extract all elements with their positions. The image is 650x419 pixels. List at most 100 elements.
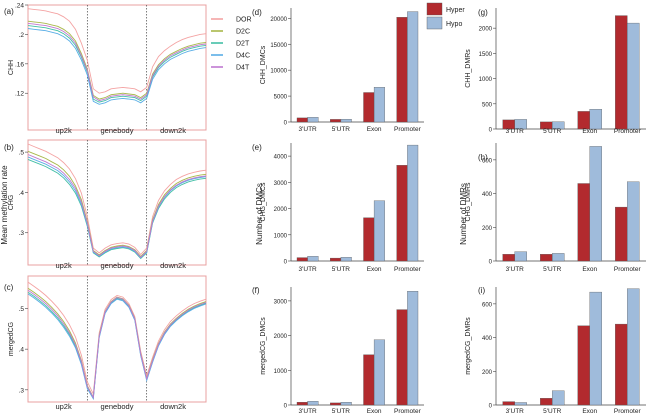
y-tick-label: .4 — [19, 190, 25, 197]
bar-hypo-2 — [373, 87, 385, 123]
x-region-label-genebody: genebody — [101, 402, 134, 411]
series-line-d2c — [27, 20, 207, 100]
mean-methylation-label: Mean methylation rate — [0, 165, 9, 245]
panel-label: (b) — [4, 143, 14, 152]
series-line-dor — [27, 8, 207, 94]
y-tick-label: 600 — [482, 158, 493, 164]
legend-label-d2t: D2T — [236, 41, 250, 48]
y-tick-label: .12 — [15, 91, 24, 98]
x-region-label-up2k: up2k — [55, 126, 72, 135]
bar-hyper-2 — [577, 183, 590, 262]
y-tick-label: .3 — [19, 230, 25, 237]
x-tick-label: Promoter — [614, 128, 642, 135]
panel-label: (i) — [478, 286, 485, 295]
panels: (a) .12 .16 .2 .24 CHH up2k genebody down2k (b) .3… — [4, 3, 646, 415]
panel-e: (e) 0 1000 2000 3000 4000 CHG_DMCs 3'UTR 5'UTR Ex… — [252, 143, 424, 273]
bar-hyper-2 — [363, 354, 375, 406]
y-tick-label: 200 — [482, 370, 493, 376]
x-tick-label: 3'UTR — [299, 126, 318, 133]
bar-hyper-2 — [363, 217, 375, 262]
y-tick-label: 400 — [482, 192, 493, 198]
series-line-d2t — [27, 25, 207, 103]
number-dmrs-label: Number of DMRs — [459, 183, 468, 245]
y-tick-label: 5000 — [274, 95, 288, 101]
y-tick-label: 0 — [489, 128, 493, 134]
series-line-dor — [27, 281, 207, 396]
bar-hypo-0 — [307, 256, 319, 262]
series-line-d2t — [27, 158, 207, 260]
line-legend: DOR D2C D2T D4C D4T — [211, 17, 252, 72]
panel-b: (b) .3 .4 .5 CHG up2k genebody down2k — [4, 139, 207, 270]
bar-hyper-3 — [615, 15, 628, 130]
bar-hypo-3 — [627, 22, 640, 130]
panel-label: (e) — [252, 143, 262, 152]
x-tick-label: Exon — [367, 266, 382, 273]
legend-swatch-hypo — [426, 16, 443, 30]
legend-label-hyper: Hyper — [446, 7, 465, 14]
bar-hyper-0 — [296, 117, 308, 123]
bar-hyper-1 — [330, 119, 341, 123]
panel-d: (d) 0 5000 10000 15000 20000 CHH_DMCs 3'UTR 5'UT… — [252, 8, 424, 133]
y-tick-label: .5 — [19, 306, 25, 313]
bar-hypo-0 — [514, 119, 527, 130]
bar-hyper-2 — [577, 325, 590, 406]
bar-hypo-1 — [340, 402, 352, 406]
series-line-d4c — [27, 156, 207, 259]
x-tick-label: Exon — [582, 266, 597, 273]
series-line-d4c — [27, 28, 207, 105]
panel-a: (a) .12 .16 .2 .24 CHH up2k genebody down2k — [4, 3, 207, 135]
y-tick-label: 0 — [284, 260, 288, 266]
x-tick-label: 3'UTR — [299, 408, 318, 415]
bar-hyper-0 — [502, 401, 515, 406]
shared-labels: Mean methylation rate Number of DMCs Num… — [0, 165, 468, 245]
x-region-label-down2k: down2k — [160, 126, 186, 135]
x-region-label-genebody: genebody — [101, 126, 134, 135]
bar-hypo-3 — [407, 144, 419, 262]
bar-hyper-3 — [396, 17, 408, 123]
x-tick-label: 5'UTR — [543, 128, 562, 135]
y-tick-label: .16 — [15, 61, 24, 68]
bar-hypo-0 — [307, 117, 319, 123]
series-line-dor — [27, 143, 207, 256]
bar-hyper-1 — [540, 254, 553, 262]
y-tick-label: 1000 — [274, 233, 288, 239]
y-tick-label: 0 — [489, 404, 493, 410]
panel-label: (c) — [4, 283, 14, 292]
bar-hyper-2 — [363, 92, 375, 123]
bar-hyper-3 — [615, 323, 628, 406]
panel-h: (h) 0 200 400 600 CHG_DMRs 3'UTR 5'UTR Exon Promo… — [465, 143, 646, 273]
x-region-label-down2k: down2k — [160, 402, 186, 411]
series-line-d4c — [27, 293, 207, 401]
y-tick-label: 200 — [482, 226, 493, 232]
series-line-d4t — [27, 289, 207, 399]
y-tick-label: 1000 — [274, 369, 288, 375]
bar-hypo-2 — [589, 109, 602, 130]
y-tick-label: 1000 — [479, 77, 493, 83]
panel-label: (g) — [478, 8, 488, 17]
y-axis-label: CHG_DMRs — [465, 182, 472, 221]
bar-hyper-3 — [396, 309, 408, 406]
y-tick-label: 3000 — [274, 299, 288, 305]
legends: DOR D2C D2T D4C D4T Hyper Hypo — [211, 2, 465, 72]
y-axis-label: mergedCG_DMRs — [465, 317, 472, 375]
y-axis-label: CHH_DMCs — [260, 45, 267, 84]
x-tick-label: Promoter — [614, 408, 642, 415]
x-tick-label: 5'UTR — [332, 266, 351, 273]
legend-label-d2c: D2C — [236, 29, 250, 36]
x-tick-label: 5'UTR — [332, 126, 351, 133]
bar-hypo-1 — [340, 119, 352, 123]
bar-hyper-2 — [577, 111, 590, 130]
bar-hypo-2 — [373, 339, 385, 406]
panel-f: (f) 0 1000 2000 3000 mergedCG_DMCs 3'UTR 5'UTR E… — [252, 286, 424, 415]
panel-i: (i) 0 200 400 600 mergedCG_DMRs 3'UTR 5'UTR Exon… — [465, 286, 646, 415]
plot-frame — [27, 275, 207, 403]
x-tick-label: 5'UTR — [543, 408, 562, 415]
bar-hypo-3 — [407, 291, 419, 406]
bar-hyper-0 — [296, 257, 308, 262]
legend-label-dor: DOR — [236, 17, 252, 24]
x-tick-label: Promoter — [394, 408, 422, 415]
bar-hypo-0 — [514, 251, 527, 262]
bar-hyper-3 — [615, 206, 628, 262]
bar-hyper-1 — [330, 257, 341, 262]
legend-label-hypo: Hypo — [446, 21, 462, 28]
